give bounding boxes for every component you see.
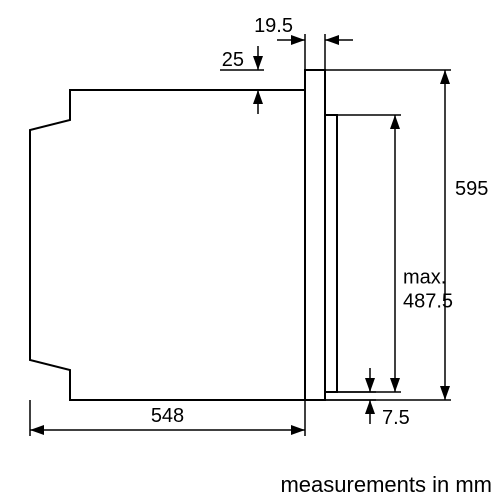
dim-19-5: 19.5 xyxy=(254,15,293,37)
dim-548: 548 xyxy=(151,405,184,427)
door xyxy=(325,115,337,392)
dim-487-5: 487.5 xyxy=(403,291,453,313)
dimension-drawing: 19.5 25 548 595 max.487.5 7.5 measurements in … xyxy=(0,0,500,500)
dim-max-label: max. xyxy=(403,267,446,289)
units-note: measurements in mm xyxy=(280,472,492,497)
appliance-body xyxy=(30,90,305,400)
dim-25: 25 xyxy=(222,49,244,71)
dim-7-5: 7.5 xyxy=(382,407,410,429)
front-plate xyxy=(305,70,325,400)
dim-595: 595 xyxy=(455,178,488,200)
